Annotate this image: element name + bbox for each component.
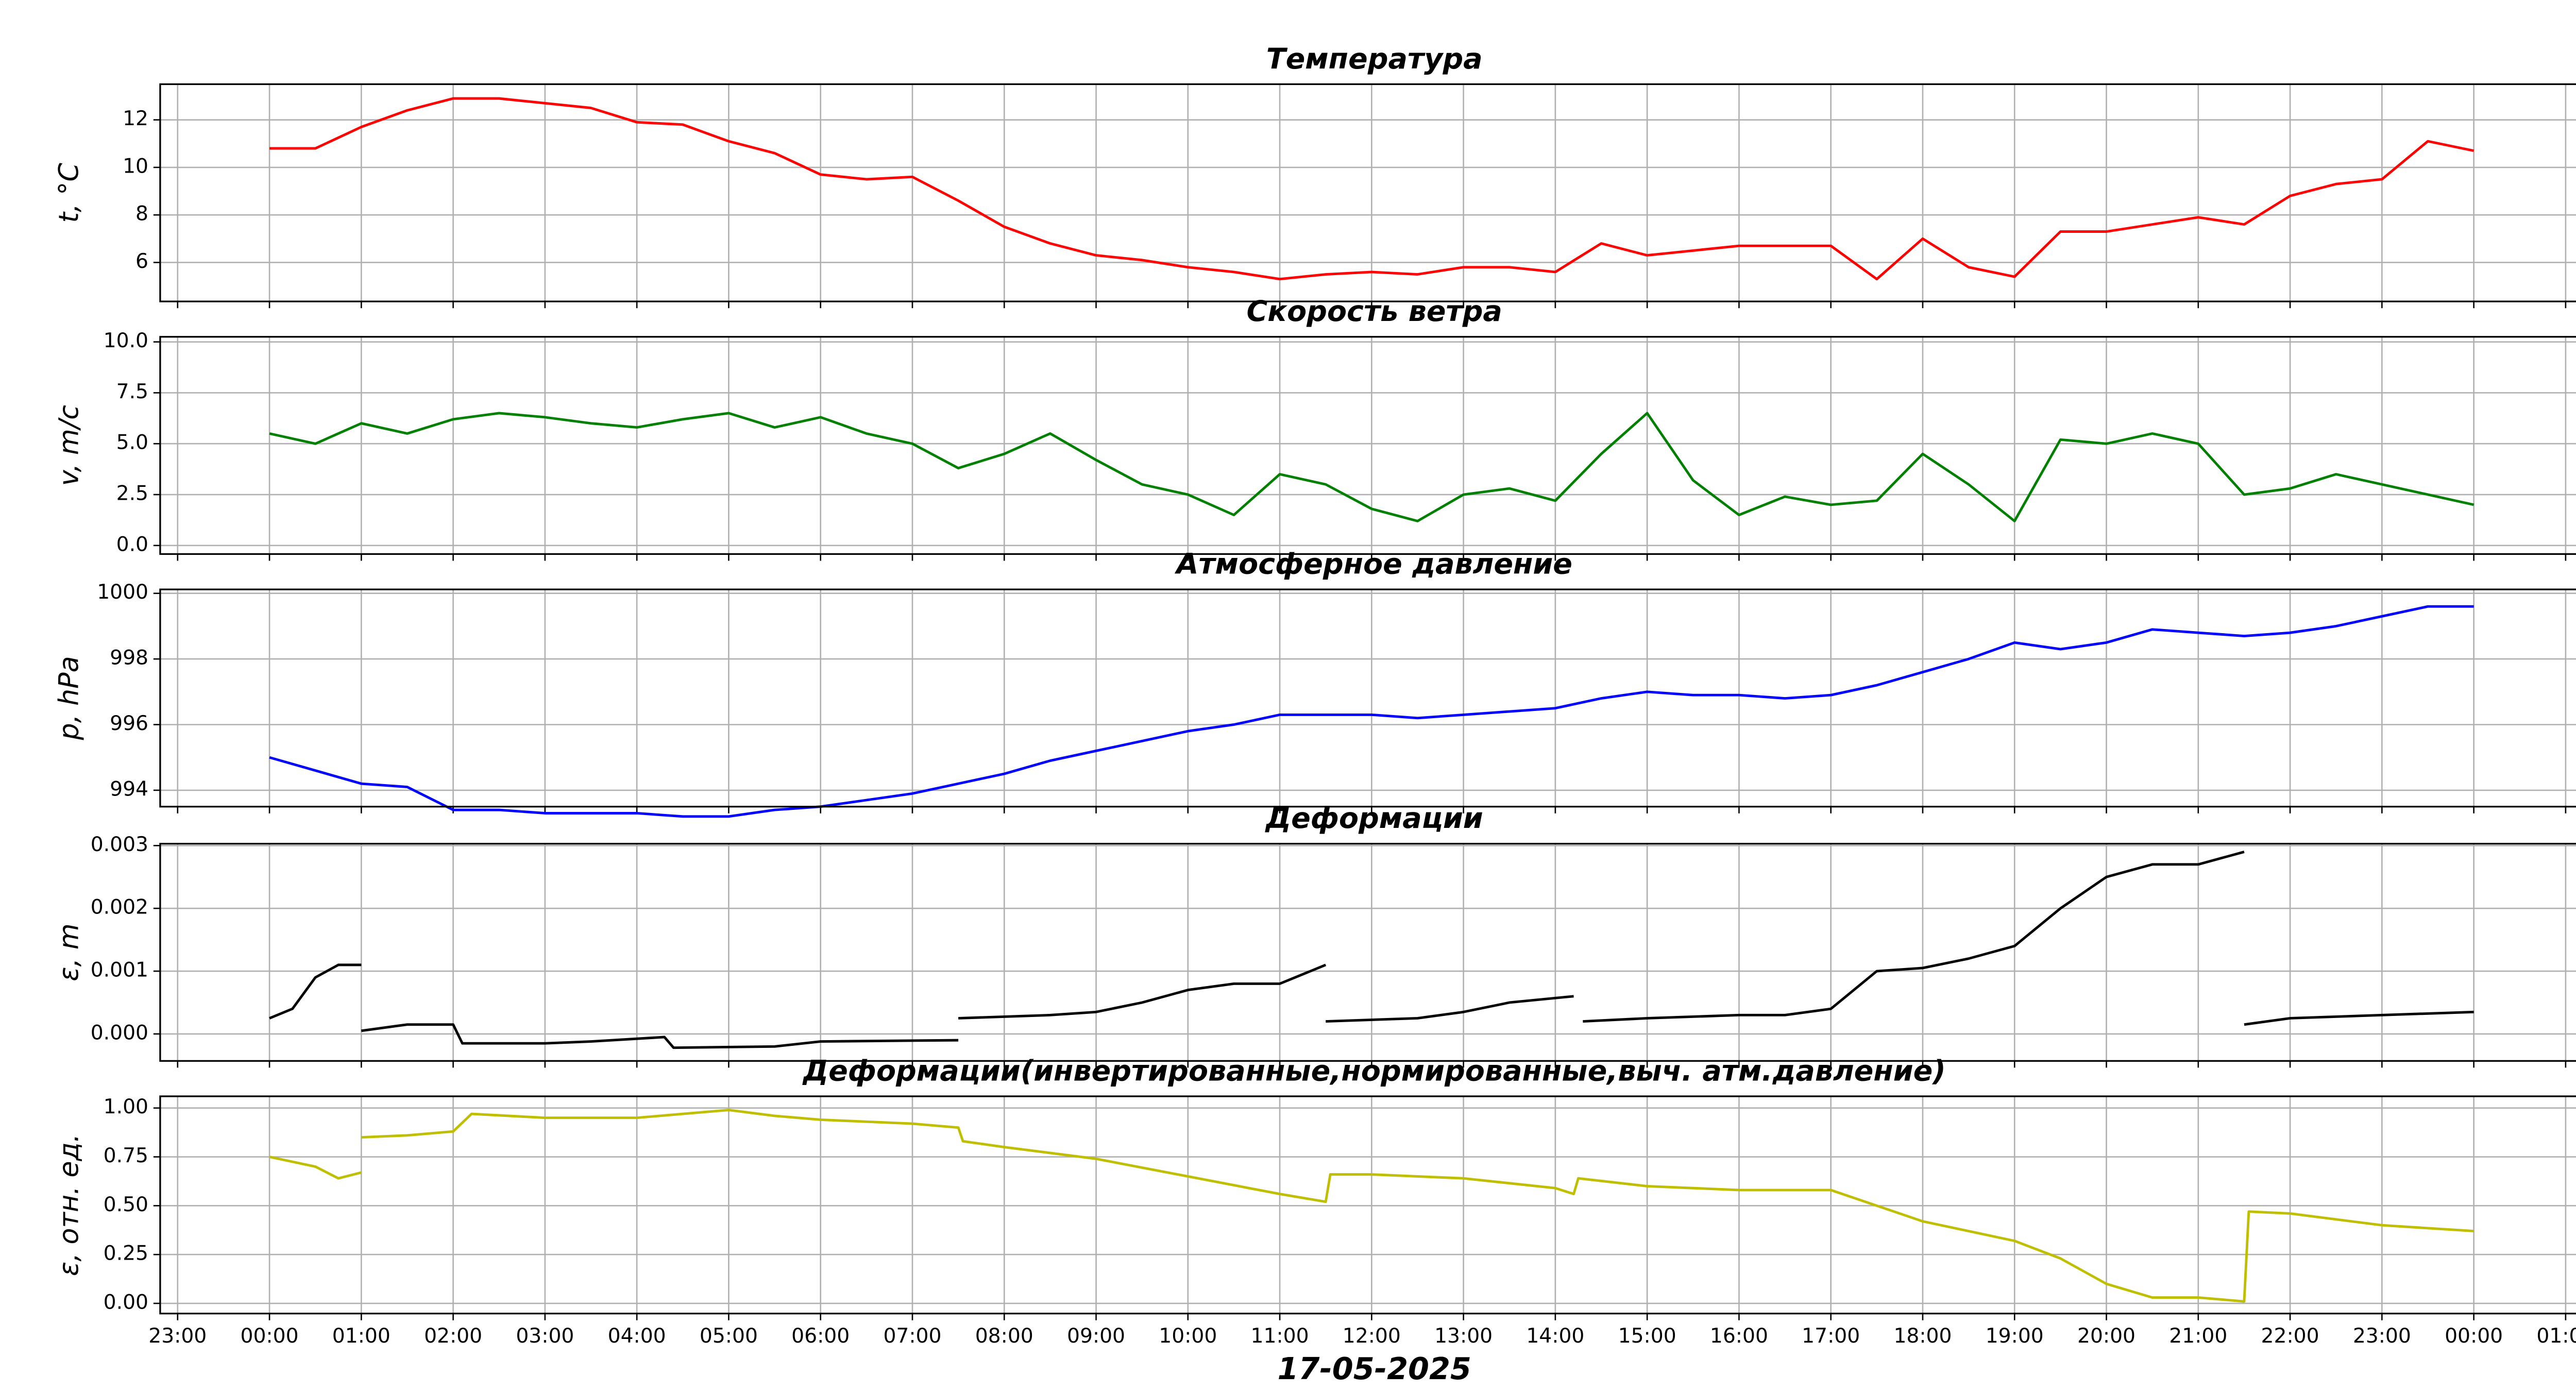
y-axis-label: p, hPa bbox=[54, 656, 85, 740]
y-tick-label: 0.0 bbox=[116, 533, 148, 556]
x-axis-label: 17-05-2025 bbox=[1278, 1351, 1471, 1386]
y-tick-label: 994 bbox=[110, 777, 148, 801]
x-tick-label: 15:00 bbox=[1618, 1325, 1676, 1348]
y-tick-label: 0.00 bbox=[104, 1291, 148, 1314]
x-tick-label: 20:00 bbox=[2077, 1325, 2136, 1348]
x-tick-label: 11:00 bbox=[1251, 1325, 1309, 1348]
x-tick-label: 10:00 bbox=[1159, 1325, 1217, 1348]
y-tick-label: 6 bbox=[135, 250, 148, 273]
y-tick-label: 5.0 bbox=[116, 431, 148, 454]
x-tick-label: 07:00 bbox=[883, 1325, 941, 1348]
y-tick-label: 2.5 bbox=[116, 482, 148, 505]
x-tick-label: 21:00 bbox=[2169, 1325, 2227, 1348]
plot-frame bbox=[159, 588, 2576, 808]
y-axis-label: t, °C bbox=[54, 163, 85, 223]
x-tick-label: 00:00 bbox=[241, 1325, 299, 1348]
y-tick-label: 0.75 bbox=[104, 1144, 148, 1167]
y-tick-label: 0.25 bbox=[104, 1242, 148, 1265]
y-tick-label: 0.003 bbox=[91, 833, 148, 856]
data-line bbox=[269, 605, 2474, 818]
x-tick-label: 12:00 bbox=[1343, 1325, 1401, 1348]
x-tick-label: 17:00 bbox=[1802, 1325, 1860, 1348]
y-tick-label: 0.001 bbox=[91, 959, 148, 982]
y-axis-label: ε, m bbox=[54, 923, 85, 981]
x-tick-label: 18:00 bbox=[1893, 1325, 1952, 1348]
x-tick-label: 00:00 bbox=[2445, 1325, 2503, 1348]
x-tick-label: 14:00 bbox=[1526, 1325, 1584, 1348]
plot-frame bbox=[159, 1095, 2576, 1315]
y-tick-label: 996 bbox=[110, 712, 148, 735]
x-tick-label: 03:00 bbox=[516, 1325, 574, 1348]
y-axis-label: v, m/c bbox=[54, 405, 85, 486]
y-tick-label: 10.0 bbox=[104, 329, 148, 352]
data-line bbox=[269, 97, 2475, 281]
y-tick-label: 12 bbox=[123, 107, 148, 130]
panel-title: Температура bbox=[1266, 42, 1483, 76]
panel-title: Деформации(инвертированные,нормированные… bbox=[802, 1054, 1946, 1088]
y-tick-label: 0.002 bbox=[91, 896, 148, 919]
y-tick-label: 10 bbox=[123, 155, 148, 178]
x-tick-label: 09:00 bbox=[1067, 1325, 1125, 1348]
y-tick-label: 0.50 bbox=[104, 1193, 148, 1216]
panel-title: Скорость ветра bbox=[1246, 295, 1502, 328]
plot-frame bbox=[159, 336, 2576, 555]
y-tick-label: 0.000 bbox=[91, 1021, 148, 1044]
x-tick-label: 01:00 bbox=[2536, 1325, 2576, 1348]
y-tick-label: 8 bbox=[135, 202, 148, 226]
x-tick-label: 23:00 bbox=[148, 1325, 207, 1348]
y-axis-label: ε, отн. ед. bbox=[54, 1134, 85, 1276]
x-tick-label: 05:00 bbox=[700, 1325, 758, 1348]
x-tick-label: 22:00 bbox=[2261, 1325, 2319, 1348]
x-tick-label: 13:00 bbox=[1434, 1325, 1493, 1348]
y-tick-label: 998 bbox=[110, 647, 148, 670]
x-tick-label: 16:00 bbox=[1710, 1325, 1768, 1348]
panel-title: Атмосферное давление bbox=[1174, 547, 1572, 581]
plot-frame bbox=[159, 83, 2576, 302]
plot-frame bbox=[159, 843, 2576, 1062]
data-line bbox=[269, 851, 2474, 1049]
x-tick-label: 02:00 bbox=[424, 1325, 482, 1348]
y-tick-label: 1000 bbox=[97, 581, 148, 604]
x-tick-label: 23:00 bbox=[2353, 1325, 2411, 1348]
x-tick-label: 08:00 bbox=[975, 1325, 1033, 1348]
x-tick-label: 04:00 bbox=[608, 1325, 666, 1348]
panel-title: Деформации bbox=[1265, 802, 1483, 835]
data-line bbox=[269, 412, 2475, 522]
x-tick-label: 01:00 bbox=[332, 1325, 391, 1348]
y-tick-label: 7.5 bbox=[116, 380, 148, 403]
data-line bbox=[269, 1109, 2474, 1303]
y-tick-label: 1.00 bbox=[104, 1095, 148, 1118]
x-tick-label: 19:00 bbox=[1986, 1325, 2044, 1348]
x-tick-label: 06:00 bbox=[791, 1325, 850, 1348]
